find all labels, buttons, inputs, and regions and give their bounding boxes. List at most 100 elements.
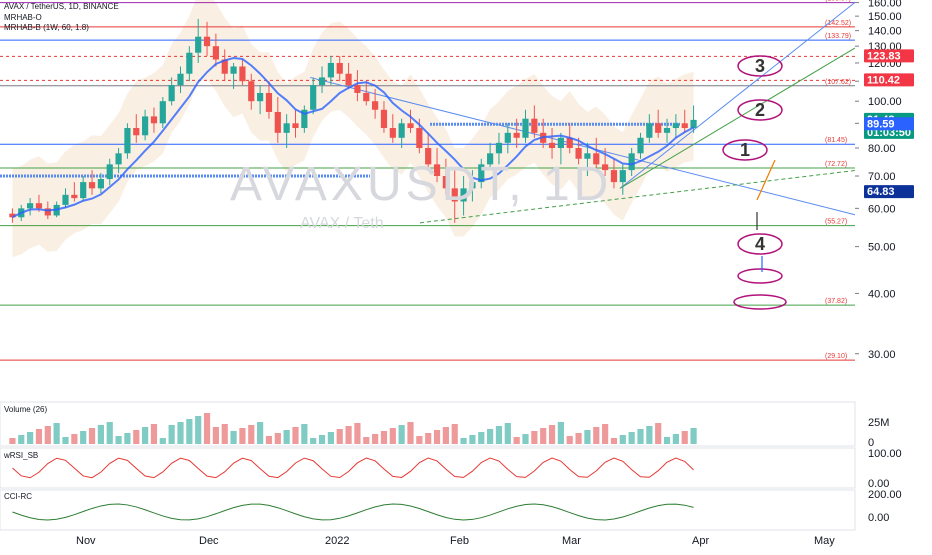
time-axis-label: Apr bbox=[692, 535, 709, 547]
volume-bar bbox=[469, 435, 476, 444]
volume-bar bbox=[663, 437, 671, 444]
price-badge-text: 64.83 bbox=[867, 186, 895, 198]
volume-bar bbox=[593, 427, 600, 444]
volume-axis-label: 0 bbox=[868, 437, 874, 449]
volume-bar bbox=[655, 423, 662, 444]
candle-body bbox=[115, 153, 122, 165]
price-pane bbox=[0, 0, 855, 392]
volume-bar bbox=[133, 430, 140, 444]
volume-bar bbox=[239, 428, 246, 444]
candle-body bbox=[681, 123, 688, 129]
volume-bar bbox=[327, 432, 334, 444]
price-badge bbox=[864, 73, 914, 87]
candle-body bbox=[593, 153, 600, 165]
volume-bar bbox=[150, 424, 158, 444]
annotation-number: 4 bbox=[755, 234, 765, 254]
candle-body bbox=[150, 116, 158, 124]
candle-body bbox=[327, 62, 334, 78]
annotation-circle bbox=[737, 233, 783, 255]
cloud-band bbox=[12, 0, 694, 258]
volume-bar bbox=[407, 422, 414, 444]
volume-bar bbox=[292, 427, 299, 444]
volume-bar bbox=[619, 435, 626, 444]
volume-bar bbox=[628, 432, 635, 444]
volume-bar bbox=[9, 438, 16, 444]
candle-body bbox=[584, 153, 591, 159]
candle-body bbox=[318, 77, 326, 86]
volume-bar bbox=[478, 432, 485, 444]
fib-level-label: (107.62) bbox=[825, 79, 851, 86]
candle-body bbox=[239, 66, 246, 82]
volume-bar bbox=[681, 431, 688, 444]
volume-bar bbox=[584, 430, 591, 444]
annotation-circle bbox=[733, 294, 787, 310]
support-green-dashed bbox=[419, 169, 859, 224]
volume-bar bbox=[71, 434, 78, 444]
price-badge-text: 110.42 bbox=[867, 74, 900, 86]
volume-bar bbox=[248, 425, 255, 444]
annotation-number: 2 bbox=[755, 100, 765, 120]
time-axis-label: Nov bbox=[76, 535, 96, 547]
volume-bar bbox=[106, 422, 113, 444]
wrsi-axis-label: 0.00 bbox=[868, 478, 889, 490]
price-tick-label: 160.00 bbox=[868, 0, 902, 10]
symbol-title: AVAX / TetherUS, 1D, BINANCE bbox=[4, 2, 119, 11]
candle-body bbox=[460, 188, 467, 202]
candle-body bbox=[672, 123, 679, 129]
volume-bar bbox=[548, 425, 556, 444]
candle-body bbox=[442, 176, 449, 189]
candle-body bbox=[425, 148, 432, 165]
volume-bar bbox=[442, 427, 449, 444]
candle-body bbox=[230, 66, 237, 74]
candle-body bbox=[469, 182, 476, 189]
candle-body bbox=[159, 101, 166, 124]
price-tick-label: 140.00 bbox=[868, 26, 902, 38]
candle-body bbox=[88, 182, 96, 189]
candle-body bbox=[345, 73, 352, 86]
wrsi-axis-label: 100.00 bbox=[868, 448, 902, 460]
volume-bar bbox=[460, 438, 467, 444]
candle-body bbox=[71, 194, 78, 199]
candle-body bbox=[478, 164, 485, 183]
candle-body bbox=[655, 123, 662, 133]
volume-bar bbox=[540, 428, 547, 444]
volume-bar bbox=[398, 425, 405, 444]
volume-bar bbox=[451, 424, 458, 444]
candle-body bbox=[177, 73, 184, 86]
cci-axis-label: 0.00 bbox=[868, 512, 889, 524]
volume-bar bbox=[115, 436, 122, 444]
volume-bar bbox=[142, 427, 149, 444]
volume-axis-label: 25M bbox=[868, 417, 889, 429]
candle-body bbox=[407, 123, 414, 129]
candle-body bbox=[433, 164, 441, 177]
candle-body bbox=[487, 153, 494, 165]
volume-bar bbox=[44, 426, 51, 444]
volume-bar bbox=[35, 429, 43, 444]
candle-body bbox=[142, 116, 149, 136]
candle-body bbox=[495, 142, 503, 154]
volume-bar bbox=[610, 438, 618, 444]
volume-pane-label: Volume (26) bbox=[4, 405, 48, 414]
volume-bar bbox=[80, 431, 87, 444]
candle-body bbox=[248, 81, 255, 102]
volume-bar bbox=[433, 430, 441, 444]
cci-pane bbox=[0, 489, 856, 531]
candle-body bbox=[292, 123, 299, 129]
candle-body bbox=[637, 137, 644, 154]
candle-body bbox=[221, 59, 228, 74]
price-tick-label: 60.00 bbox=[868, 203, 896, 215]
price-tick-label: 50.00 bbox=[868, 242, 896, 254]
candle-body bbox=[389, 128, 396, 138]
volume-bar bbox=[274, 433, 281, 444]
volume-bar bbox=[336, 429, 343, 444]
candle-body bbox=[283, 123, 290, 133]
volume-bar bbox=[513, 437, 520, 444]
price-badge bbox=[864, 185, 914, 199]
volume-bar bbox=[283, 430, 290, 444]
volume-bar bbox=[53, 423, 60, 444]
volume-bar bbox=[257, 422, 264, 444]
cci-pane-label: CCI-RC bbox=[4, 492, 32, 501]
volume-bar bbox=[97, 425, 104, 444]
volume-bar bbox=[495, 426, 503, 444]
